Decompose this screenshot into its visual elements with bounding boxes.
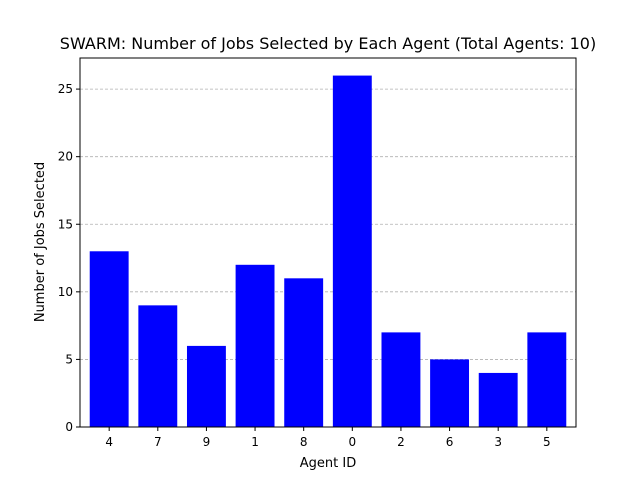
y-tick-label: 15 bbox=[58, 217, 73, 231]
y-tick-label: 10 bbox=[58, 285, 73, 299]
x-axis-ticks: 4 7 9 1 8 0 2 6 3 5 bbox=[105, 427, 551, 449]
y-tick-label: 0 bbox=[65, 420, 73, 434]
x-tick-label: 7 bbox=[154, 435, 162, 449]
y-tick-label: 20 bbox=[58, 150, 73, 164]
x-tick-label: 3 bbox=[494, 435, 502, 449]
x-tick-label: 9 bbox=[203, 435, 211, 449]
y-axis-ticks: 0 5 10 15 20 25 bbox=[58, 82, 80, 434]
x-tick-label: 2 bbox=[397, 435, 405, 449]
x-tick-label: 5 bbox=[543, 435, 551, 449]
x-tick-label: 6 bbox=[446, 435, 454, 449]
bar-agent-8 bbox=[284, 278, 324, 427]
bar-agent-2 bbox=[381, 332, 421, 427]
chart-title: SWARM: Number of Jobs Selected by Each A… bbox=[60, 34, 596, 53]
plot-frame bbox=[79, 57, 577, 428]
bar-agent-0 bbox=[332, 75, 372, 428]
bar-agent-4 bbox=[89, 251, 129, 427]
y-tick-label: 5 bbox=[65, 352, 73, 366]
bars bbox=[89, 75, 567, 428]
x-axis-label: Agent ID bbox=[300, 456, 356, 471]
bar-agent-3 bbox=[478, 372, 518, 427]
x-tick-label: 4 bbox=[105, 435, 113, 449]
y-axis-label: Number of Jobs Selected bbox=[33, 162, 48, 322]
bar-agent-1 bbox=[235, 264, 275, 427]
x-tick-label: 0 bbox=[348, 435, 356, 449]
bar-agent-6 bbox=[430, 359, 470, 427]
bar-agent-9 bbox=[186, 345, 226, 427]
x-tick-label: 8 bbox=[300, 435, 308, 449]
bar-agent-5 bbox=[527, 332, 567, 427]
y-tick-label: 25 bbox=[58, 82, 73, 96]
x-tick-label: 1 bbox=[251, 435, 259, 449]
bar-agent-7 bbox=[138, 305, 178, 427]
